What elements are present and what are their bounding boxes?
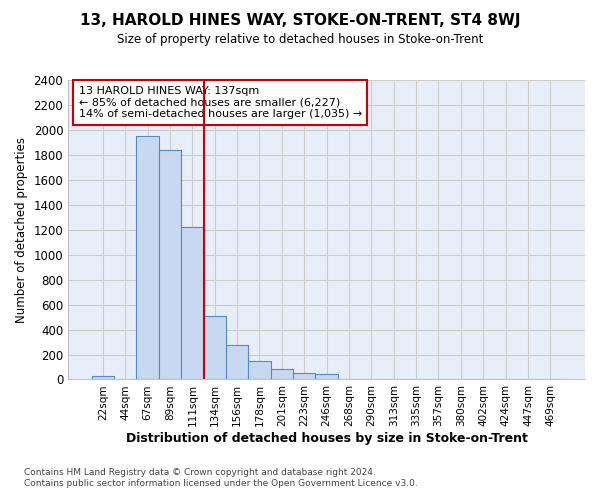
- Bar: [92, 376, 114, 380]
- Bar: [271, 370, 293, 380]
- Bar: [159, 150, 181, 380]
- Bar: [181, 227, 203, 380]
- Text: Contains HM Land Registry data © Crown copyright and database right 2024.
Contai: Contains HM Land Registry data © Crown c…: [24, 468, 418, 487]
- Bar: [293, 373, 316, 380]
- Bar: [316, 374, 338, 380]
- X-axis label: Distribution of detached houses by size in Stoke-on-Trent: Distribution of detached houses by size …: [125, 432, 527, 445]
- Bar: [203, 316, 226, 380]
- Bar: [226, 345, 248, 380]
- Y-axis label: Number of detached properties: Number of detached properties: [15, 136, 28, 322]
- Bar: [248, 360, 271, 380]
- Text: 13 HAROLD HINES WAY: 137sqm
← 85% of detached houses are smaller (6,227)
14% of : 13 HAROLD HINES WAY: 137sqm ← 85% of det…: [79, 86, 362, 119]
- Bar: [136, 136, 159, 380]
- Text: 13, HAROLD HINES WAY, STOKE-ON-TRENT, ST4 8WJ: 13, HAROLD HINES WAY, STOKE-ON-TRENT, ST…: [80, 12, 520, 28]
- Text: Size of property relative to detached houses in Stoke-on-Trent: Size of property relative to detached ho…: [117, 32, 483, 46]
